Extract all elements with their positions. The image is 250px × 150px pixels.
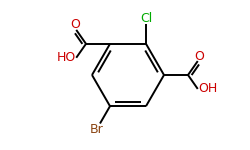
Text: OH: OH	[198, 82, 218, 95]
Text: O: O	[70, 18, 80, 31]
Text: O: O	[194, 50, 204, 63]
Text: HO: HO	[56, 51, 76, 64]
Text: Cl: Cl	[140, 12, 152, 25]
Text: Br: Br	[90, 123, 104, 136]
